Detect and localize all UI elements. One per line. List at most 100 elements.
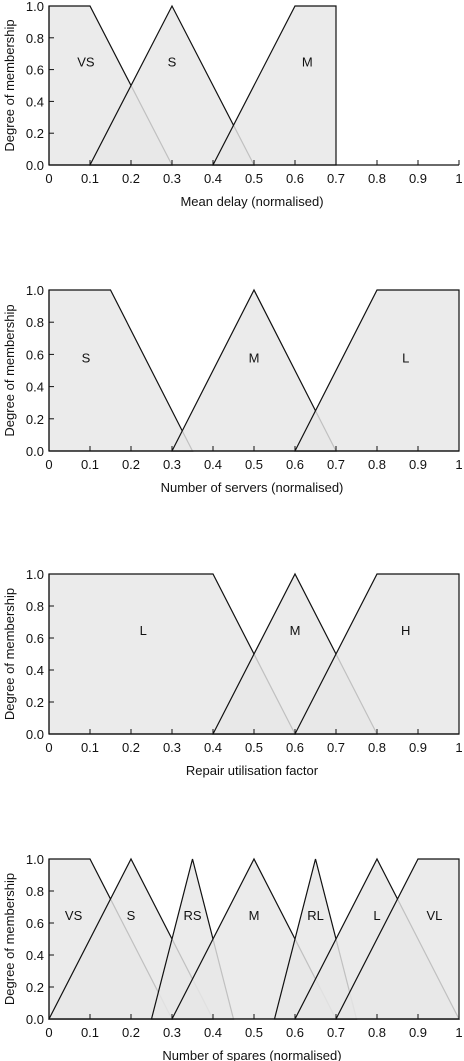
set-label-m: M xyxy=(290,623,301,638)
set-label-vs: VS xyxy=(77,55,95,70)
set-label-s: S xyxy=(127,908,136,923)
x-tick-label: 1 xyxy=(455,457,462,472)
set-label-m: M xyxy=(249,908,260,923)
x-tick-label: 0.9 xyxy=(409,171,427,186)
x-tick-label: 0.8 xyxy=(368,1025,386,1040)
y-tick-label: 0.4 xyxy=(26,663,44,678)
membership-l-area xyxy=(294,289,460,452)
x-axis-title: Number of servers (normalised) xyxy=(161,480,344,495)
y-tick-label: 0.4 xyxy=(26,380,44,395)
x-tick-label: 0 xyxy=(45,457,52,472)
y-tick-label: 0.0 xyxy=(26,444,44,459)
x-tick-label: 0.1 xyxy=(81,1025,99,1040)
x-tick-label: 0.8 xyxy=(368,457,386,472)
x-tick-label: 1 xyxy=(455,1025,462,1040)
x-tick-label: 0.1 xyxy=(81,171,99,186)
x-tick-label: 0.4 xyxy=(204,457,222,472)
set-label-l: L xyxy=(140,623,147,638)
y-tick-label: 0.0 xyxy=(26,727,44,742)
y-tick-label: 0.2 xyxy=(26,412,44,427)
set-label-l: L xyxy=(402,351,409,366)
y-tick-label: 0.4 xyxy=(26,94,44,109)
x-tick-label: 0.6 xyxy=(286,740,304,755)
x-tick-label: 0.8 xyxy=(368,740,386,755)
x-tick-label: 0.6 xyxy=(286,1025,304,1040)
x-tick-label: 0.4 xyxy=(204,740,222,755)
x-tick-label: 0.5 xyxy=(245,171,263,186)
x-tick-label: 0.7 xyxy=(327,457,345,472)
y-axis-title: Degree of membership xyxy=(2,873,17,1005)
x-tick-label: 0.7 xyxy=(327,171,345,186)
x-tick-label: 0.3 xyxy=(163,1025,181,1040)
y-tick-label: 0.4 xyxy=(26,948,44,963)
x-axis-title: Number of spares (normalised) xyxy=(162,1048,341,1061)
x-tick-label: 0.4 xyxy=(204,171,222,186)
x-tick-label: 0.1 xyxy=(81,457,99,472)
y-tick-label: 0.8 xyxy=(26,315,44,330)
x-tick-label: 0.5 xyxy=(245,1025,263,1040)
set-label-m: M xyxy=(302,55,313,70)
y-tick-label: 0.0 xyxy=(26,158,44,173)
x-tick-label: 0.9 xyxy=(409,1025,427,1040)
x-tick-label: 0.8 xyxy=(368,171,386,186)
x-tick-label: 0.2 xyxy=(122,171,140,186)
chart-3: L M H 0 0.1 0.2 0.3 0.4 0.5 0.6 0.7 0.8 0.9 1 0.0 0.2 0.… xyxy=(2,567,463,778)
x-tick-label: 0.2 xyxy=(122,457,140,472)
x-tick-label: 0 xyxy=(45,1025,52,1040)
y-tick-label: 0.2 xyxy=(26,695,44,710)
y-tick-label: 0.8 xyxy=(26,31,44,46)
x-tick-label: 0.9 xyxy=(409,457,427,472)
x-tick-label: 0.7 xyxy=(327,1025,345,1040)
x-tick-label: 0.3 xyxy=(163,457,181,472)
set-label-vl: VL xyxy=(426,908,442,923)
membership-m-area xyxy=(212,5,337,166)
x-tick-label: 0.3 xyxy=(163,171,181,186)
y-tick-label: 0.8 xyxy=(26,599,44,614)
x-axis-title: Repair utilisation factor xyxy=(186,763,319,778)
y-tick-label: 0.6 xyxy=(26,916,44,931)
x-tick-label: 0.7 xyxy=(327,740,345,755)
set-label-rl: RL xyxy=(307,908,324,923)
y-tick-label: 0.0 xyxy=(26,1012,44,1027)
x-tick-label: 0.2 xyxy=(122,740,140,755)
x-tick-label: 0.2 xyxy=(122,1025,140,1040)
y-tick-label: 1.0 xyxy=(26,567,44,582)
chart-1: VS S M 0 0.1 0.2 0.3 0.4 0.5 0.6 0.7 0.8 0.9 1 0.0 0.2 0… xyxy=(2,0,463,209)
y-tick-label: 1.0 xyxy=(26,0,44,14)
x-tick-label: 1 xyxy=(455,740,462,755)
y-axis-title: Degree of membership xyxy=(2,304,17,436)
y-tick-label: 0.6 xyxy=(26,347,44,362)
membership-s-area xyxy=(48,289,194,452)
x-tick-label: 1 xyxy=(455,171,462,186)
x-tick-label: 0 xyxy=(45,171,52,186)
set-label-l: L xyxy=(373,908,380,923)
x-tick-label: 0 xyxy=(45,740,52,755)
chart-4: VS S RS M RL L VL 0 0.1 0.2 0.3 0.4 0.5 0.6 0.7 0.8 0.9 1… xyxy=(2,852,463,1061)
y-axis-title: Degree of membership xyxy=(2,19,17,151)
y-tick-label: 0.6 xyxy=(26,631,44,646)
x-tick-label: 0.5 xyxy=(245,457,263,472)
x-tick-label: 0.9 xyxy=(409,740,427,755)
y-axis-title: Degree of membership xyxy=(2,588,17,720)
y-tick-label: 0.2 xyxy=(26,980,44,995)
set-label-vs: VS xyxy=(65,908,83,923)
set-label-s: S xyxy=(168,55,177,70)
chart-2: S M L 0 0.1 0.2 0.3 0.4 0.5 0.6 0.7 0.8 0.9 1 0.0 0.2 0.… xyxy=(2,283,463,495)
y-tick-label: 0.6 xyxy=(26,63,44,78)
x-tick-label: 0.4 xyxy=(204,1025,222,1040)
y-tick-label: 1.0 xyxy=(26,852,44,867)
x-tick-label: 0.6 xyxy=(286,457,304,472)
x-tick-label: 0.6 xyxy=(286,171,304,186)
x-tick-label: 0.1 xyxy=(81,740,99,755)
set-label-m: M xyxy=(249,351,260,366)
set-label-s: S xyxy=(82,351,91,366)
set-label-h: H xyxy=(401,623,410,638)
x-axis-title: Mean delay (normalised) xyxy=(180,194,323,209)
y-tick-label: 0.2 xyxy=(26,126,44,141)
x-tick-label: 0.5 xyxy=(245,740,263,755)
y-tick-label: 0.8 xyxy=(26,884,44,899)
y-tick-label: 1.0 xyxy=(26,283,44,298)
set-label-rs: RS xyxy=(183,908,201,923)
x-tick-label: 0.3 xyxy=(163,740,181,755)
